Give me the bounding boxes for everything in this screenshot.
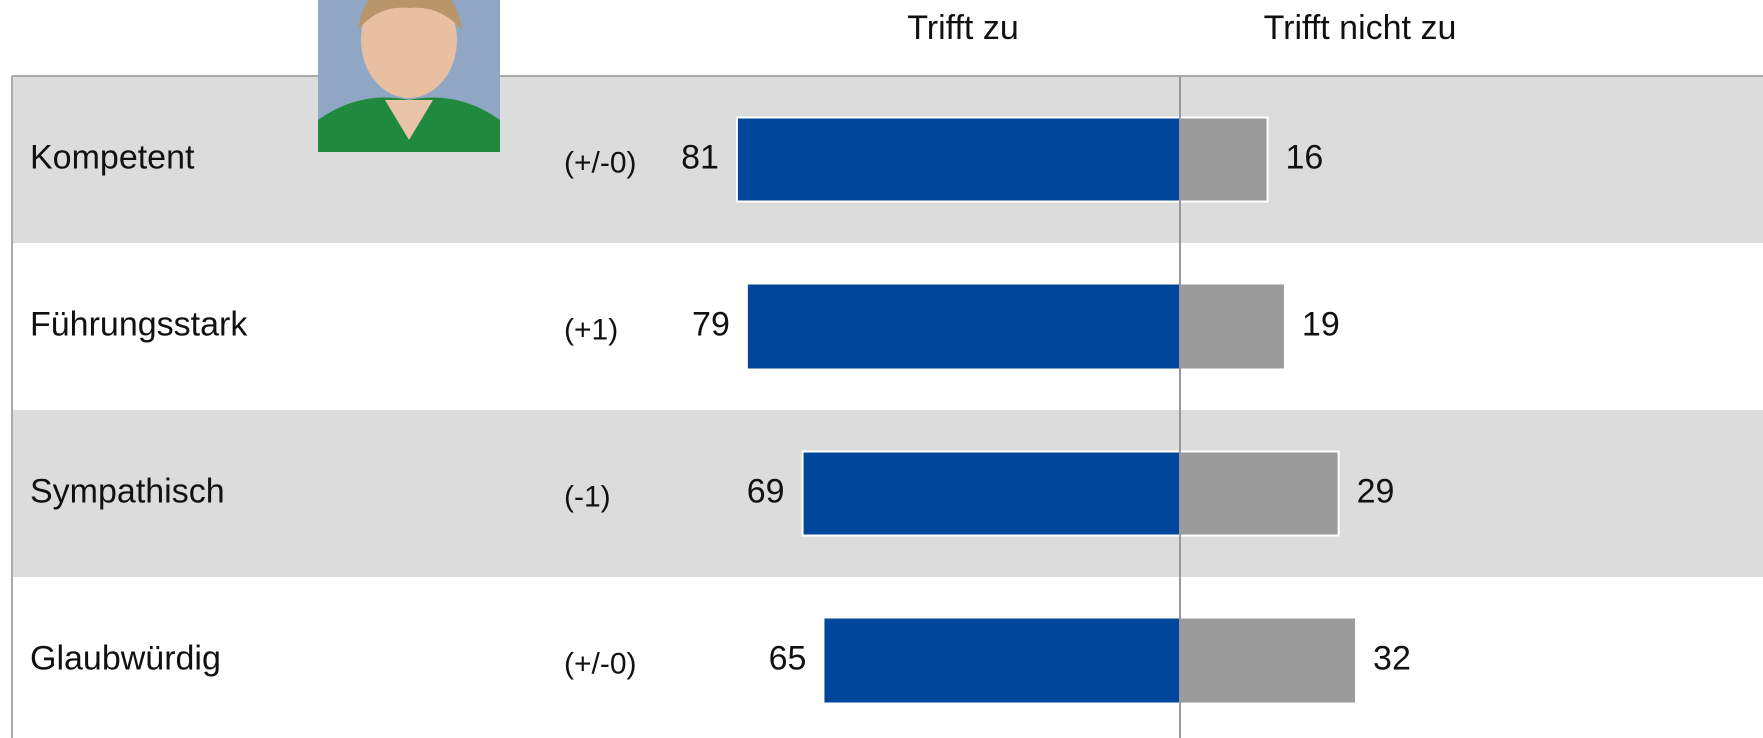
legend-label: Trifft nicht zu — [1264, 9, 1457, 47]
change-label: (-1) — [564, 480, 611, 513]
value-label: 29 — [1357, 472, 1395, 510]
category-label: Führungsstark — [30, 305, 248, 343]
bar-disagree — [1180, 284, 1284, 369]
value-label: 32 — [1373, 639, 1411, 677]
portrait-neck — [385, 100, 433, 140]
category-label: Sympathisch — [30, 472, 225, 510]
bar-disagree — [1179, 450, 1340, 537]
value-label: 65 — [769, 639, 807, 677]
value-label: 16 — [1286, 138, 1324, 176]
value-label: 69 — [747, 472, 785, 510]
value-label: 81 — [681, 138, 719, 176]
change-label: (+/-0) — [564, 647, 637, 680]
bar-agree — [735, 116, 1181, 203]
value-label: 79 — [692, 305, 730, 343]
category-label: Kompetent — [30, 138, 195, 176]
bar-disagree — [1179, 116, 1269, 203]
portrait-face — [361, 0, 457, 98]
bar-agree — [801, 450, 1181, 537]
bar-agree — [824, 618, 1180, 703]
portrait — [318, 0, 500, 152]
plot: Trifft zu Trifft nicht zu Kompetent (+/-0) 8… — [30, 9, 1456, 738]
category-label: Glaubwürdig — [30, 639, 221, 677]
bar-disagree — [1180, 618, 1356, 703]
change-label: (+1) — [564, 313, 618, 346]
bar-agree — [747, 284, 1180, 369]
value-label: 19 — [1302, 305, 1340, 343]
legend-label: Trifft zu — [907, 9, 1018, 47]
change-label: (+/-0) — [564, 146, 637, 179]
portrait-hair — [358, 0, 462, 30]
